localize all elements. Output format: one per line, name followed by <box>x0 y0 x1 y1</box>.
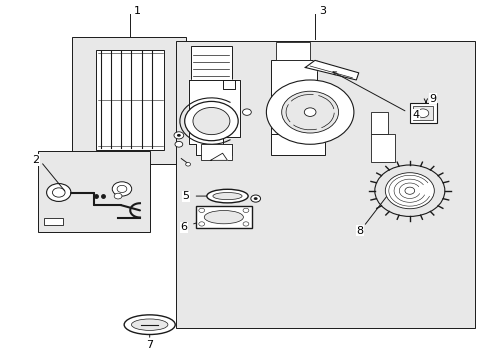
Circle shape <box>199 222 204 226</box>
Circle shape <box>253 197 257 200</box>
Circle shape <box>385 173 433 209</box>
Text: 5: 5 <box>183 191 189 201</box>
Circle shape <box>174 132 183 139</box>
Bar <box>409 103 436 123</box>
Circle shape <box>177 134 181 137</box>
Polygon shape <box>188 80 239 155</box>
Bar <box>201 144 232 160</box>
Bar <box>96 50 164 150</box>
Bar <box>191 46 232 80</box>
Bar <box>176 41 474 328</box>
Text: 9: 9 <box>429 94 436 104</box>
Circle shape <box>416 109 428 117</box>
Circle shape <box>281 91 338 133</box>
Ellipse shape <box>124 315 175 334</box>
Circle shape <box>193 108 229 135</box>
Circle shape <box>242 109 251 115</box>
Circle shape <box>184 102 238 141</box>
Bar <box>412 106 432 120</box>
Circle shape <box>199 208 204 212</box>
Text: 6: 6 <box>180 222 187 232</box>
Bar <box>276 42 309 60</box>
Text: 3: 3 <box>318 6 325 17</box>
Bar <box>38 152 149 232</box>
Ellipse shape <box>131 319 167 330</box>
Text: 8: 8 <box>355 226 363 236</box>
Circle shape <box>266 80 353 144</box>
Circle shape <box>46 184 71 202</box>
Bar <box>72 37 186 164</box>
Polygon shape <box>305 60 358 80</box>
Circle shape <box>243 222 248 226</box>
Circle shape <box>304 108 315 116</box>
Circle shape <box>185 162 190 166</box>
Text: 2: 2 <box>32 155 39 165</box>
Circle shape <box>243 208 248 212</box>
Ellipse shape <box>204 211 243 224</box>
Bar <box>370 134 394 162</box>
Circle shape <box>250 195 260 202</box>
Ellipse shape <box>212 193 242 200</box>
Circle shape <box>52 188 65 197</box>
Polygon shape <box>210 153 227 160</box>
Ellipse shape <box>206 189 247 203</box>
Bar <box>370 112 387 134</box>
Bar <box>44 218 62 225</box>
Text: 1: 1 <box>134 6 141 17</box>
Circle shape <box>117 185 126 193</box>
Circle shape <box>112 182 131 196</box>
Circle shape <box>374 165 444 216</box>
Circle shape <box>404 187 414 194</box>
Circle shape <box>114 193 122 199</box>
Bar <box>196 206 251 228</box>
Text: 4: 4 <box>411 110 418 120</box>
Circle shape <box>175 141 183 147</box>
Text: 7: 7 <box>146 340 153 350</box>
Bar <box>271 134 324 155</box>
Bar <box>271 60 317 137</box>
